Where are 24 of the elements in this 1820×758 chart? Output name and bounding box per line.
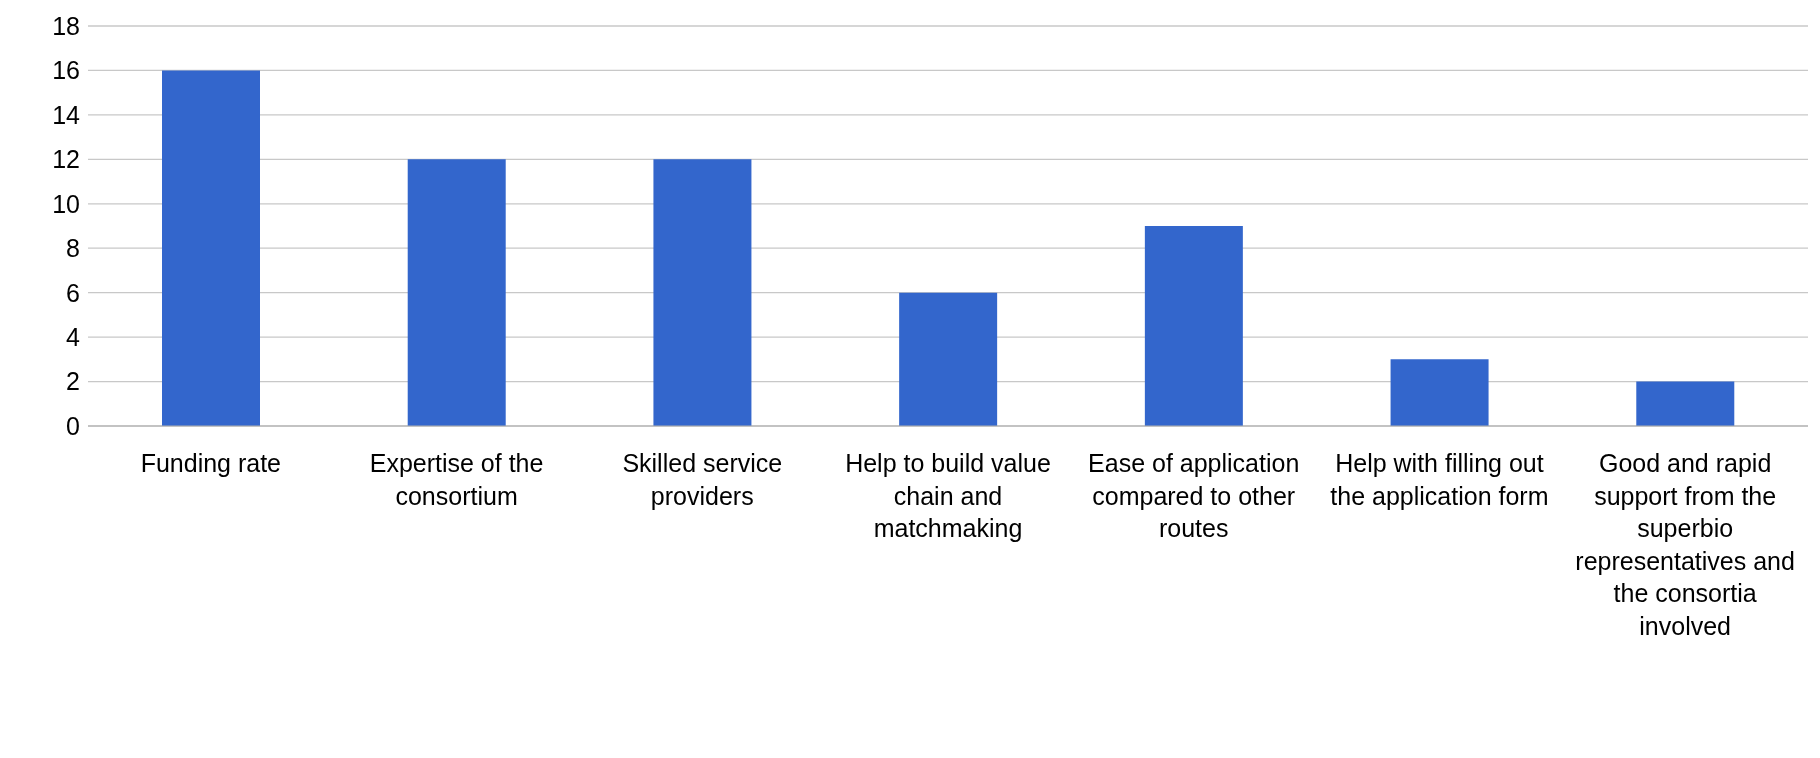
x-tick-label: Expertise of the consortium xyxy=(369,449,544,510)
y-tick-label: 6 xyxy=(66,278,80,307)
y-tick-label: 2 xyxy=(66,367,80,396)
x-tick-label: Good and rapid support from the superbio representatives and the consortia involved xyxy=(1575,449,1795,640)
bar xyxy=(162,70,260,426)
bar xyxy=(1144,226,1243,426)
bar xyxy=(407,159,506,426)
x-tick-label: Help to build value chain and matchmaking xyxy=(845,449,1051,542)
y-tick-label: 16 xyxy=(52,56,80,85)
y-tick-label: 0 xyxy=(66,411,80,440)
x-tick-label: Funding rate xyxy=(140,449,282,477)
y-tick-label: 14 xyxy=(52,100,81,129)
bar xyxy=(1390,359,1489,426)
bar xyxy=(899,292,998,426)
x-tick-label: Ease of application compared to other routes xyxy=(1088,449,1300,542)
y-tick-label: 18 xyxy=(52,11,80,40)
y-tick-label: 10 xyxy=(52,189,80,218)
y-tick-label: 8 xyxy=(66,234,80,263)
bar xyxy=(653,159,752,426)
y-tick-label: 4 xyxy=(66,322,81,351)
y-tick-label: 12 xyxy=(52,145,80,174)
x-tick-label: Skilled service providers xyxy=(622,449,783,510)
x-tick-label: Help with filling out the application form xyxy=(1330,449,1549,510)
bar xyxy=(1636,381,1735,426)
